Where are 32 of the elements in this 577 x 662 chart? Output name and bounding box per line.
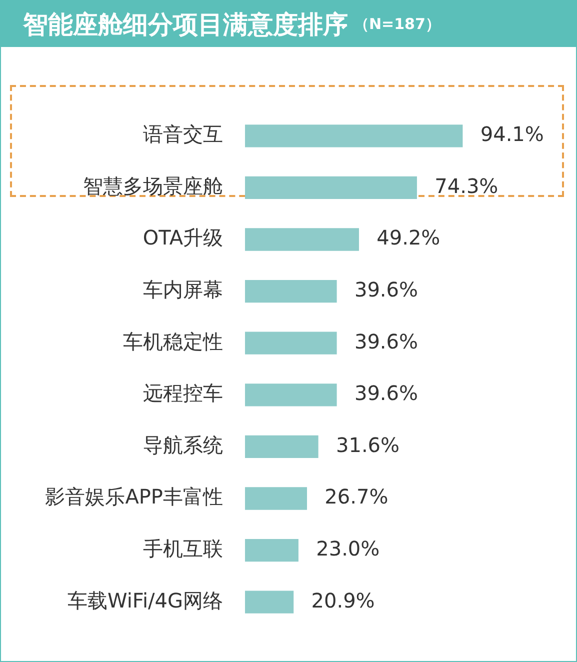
y-tick-label: 车机稳定性 [123, 329, 223, 354]
bar [245, 124, 463, 148]
chart-subtitle: （N=187） [354, 14, 440, 34]
bar [245, 538, 298, 562]
data-label: 39.6% [354, 278, 418, 302]
y-tick-label: 车载WiFi/4G网络 [68, 588, 223, 612]
y-tick-label: 导航系统 [143, 432, 223, 457]
data-label: 49.2% [376, 226, 440, 250]
bar [245, 228, 359, 251]
data-label: 94.1% [480, 122, 544, 146]
bar [245, 332, 337, 354]
data-label: 39.6% [354, 329, 418, 354]
bar [245, 384, 337, 406]
bar [245, 280, 337, 303]
bar [245, 435, 318, 458]
y-tick-label: 车内屏幕 [143, 278, 223, 302]
data-label: 20.9% [311, 588, 375, 612]
bar [245, 590, 294, 614]
data-label: 31.6% [336, 432, 400, 457]
data-label: 74.3% [434, 174, 498, 198]
y-tick-label: OTA升级 [142, 226, 223, 250]
data-label: 26.7% [324, 484, 388, 509]
y-tick-label: 手机互联 [143, 536, 223, 561]
bar [245, 176, 417, 200]
chart-title: 智能座舱细分项目满意度排序 [23, 8, 348, 40]
y-tick-label: 影音娱乐APP丰富性 [45, 484, 223, 509]
data-label: 39.6% [354, 381, 418, 406]
bar [245, 487, 308, 510]
y-tick-label: 语音交互 [143, 122, 223, 146]
data-label: 23.0% [316, 536, 380, 561]
y-tick-label: 智慧多场景座舱 [83, 174, 223, 198]
y-tick-label: 远程控车 [143, 381, 223, 406]
